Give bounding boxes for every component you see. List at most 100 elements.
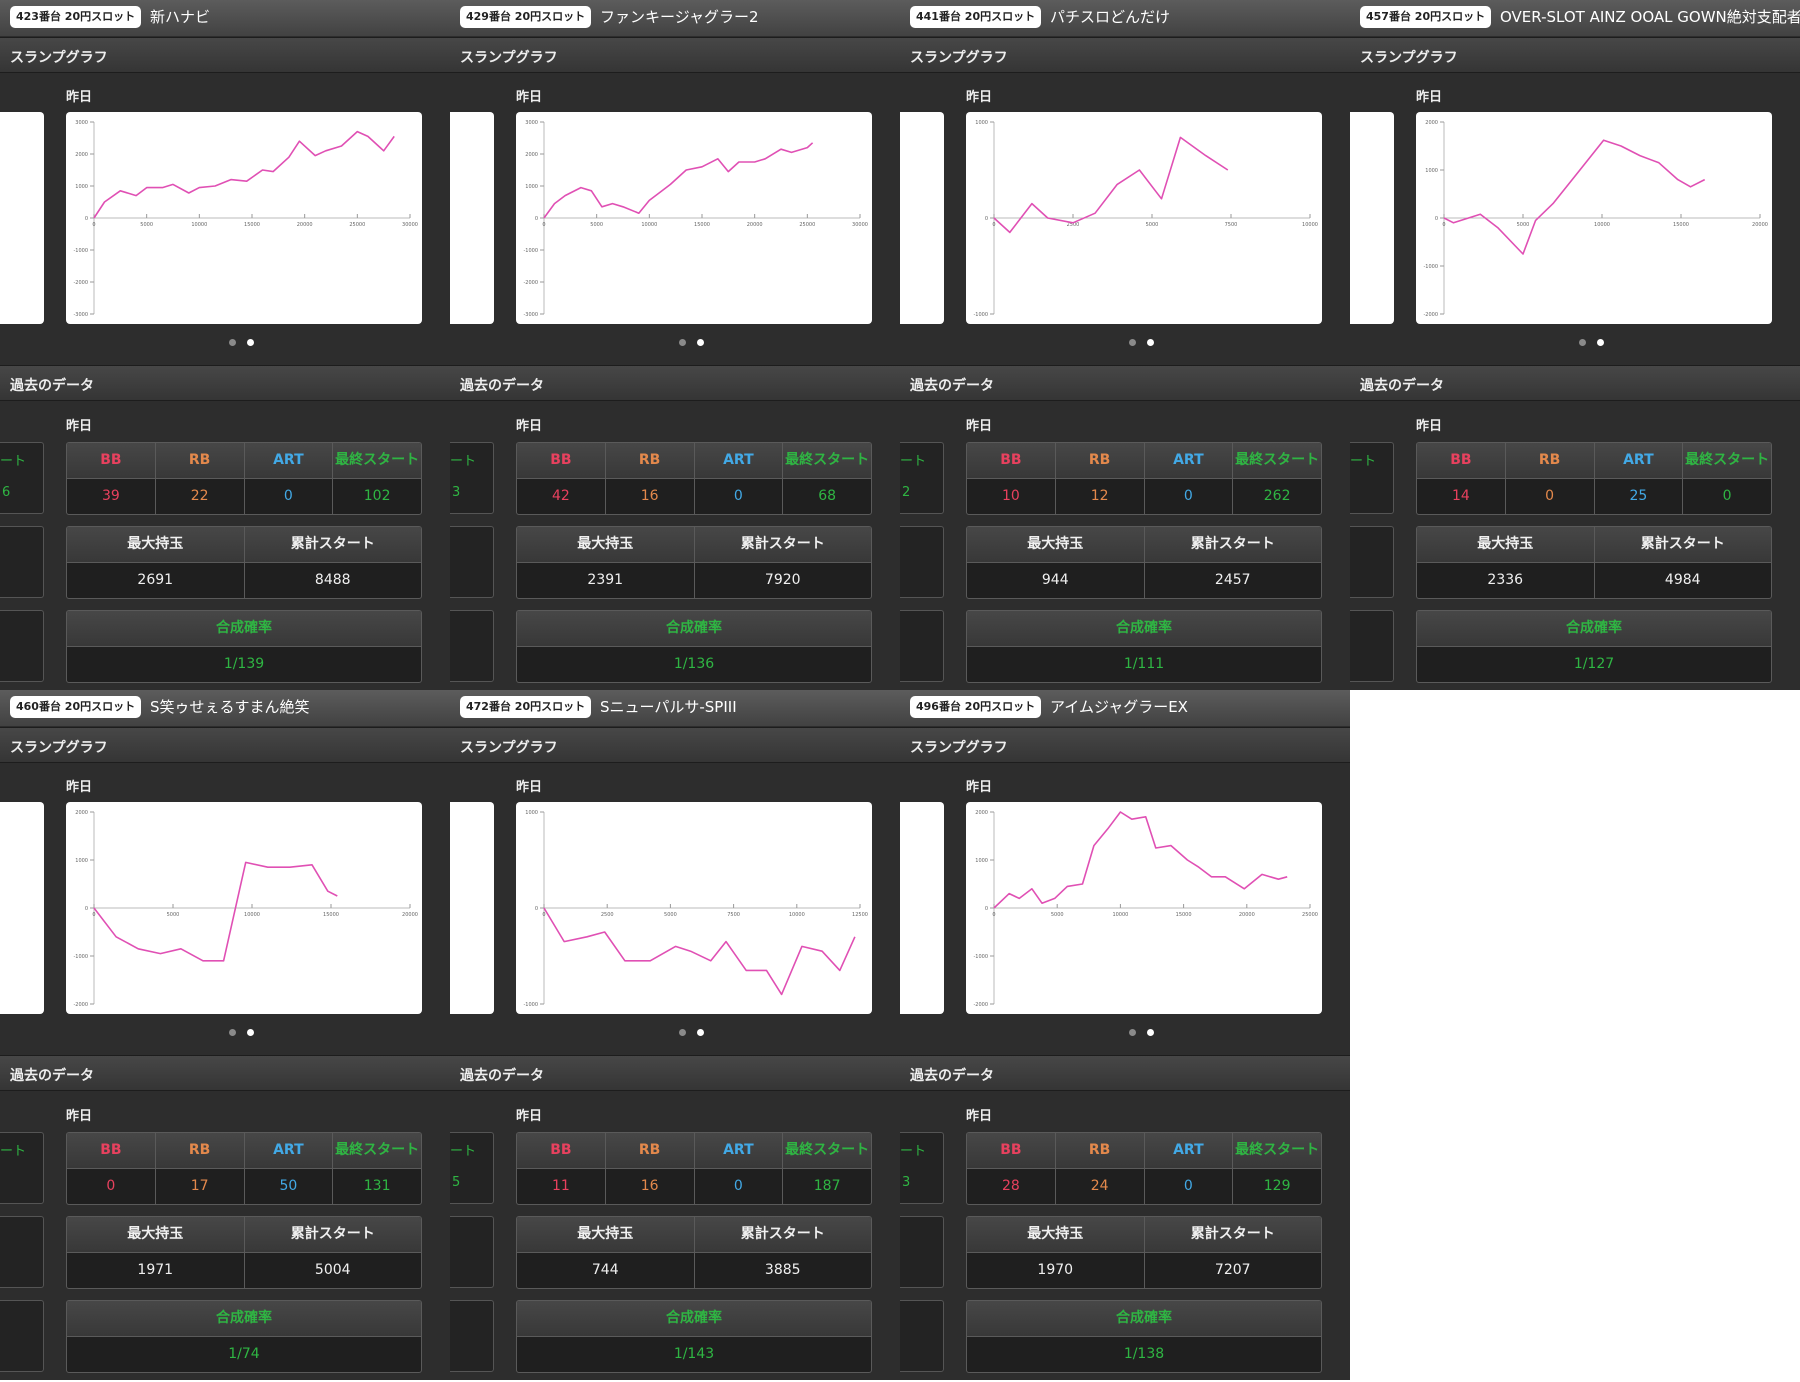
slump-chart[interactable]: 2000 1000 0 -1000 -2000 0 5000 10000 15000 20000: [1416, 112, 1772, 324]
art-header: ART: [1593, 443, 1683, 478]
carousel-dot[interactable]: [679, 339, 686, 346]
previous-table-stub: [450, 610, 494, 682]
slump-chart[interactable]: 3000 2000 1000 0 -1000 -2000 -3000 0 5000 10000 15…: [66, 112, 422, 324]
carousel-dot[interactable]: [1129, 1029, 1136, 1036]
y-tick-label: 1000: [1425, 168, 1438, 174]
y-tick-label: 2000: [75, 152, 88, 158]
carousel-dot[interactable]: [229, 1029, 236, 1036]
slump-chart[interactable]: 2000 1000 0 -1000 -2000 0 5000 10000 15000 20000: [66, 802, 422, 1014]
totals-table: 最大持玉 累計スタート 2391 7920: [516, 526, 872, 599]
previous-chart-card[interactable]: [0, 802, 44, 1014]
rb-count: 0: [1504, 479, 1594, 514]
table-day-label: 昨日: [966, 1109, 993, 1124]
probability-header: 合成確率: [1116, 620, 1172, 636]
unit-badge: 429番台 20円スロット: [460, 6, 592, 28]
x-tick-label: 10000: [1112, 912, 1128, 918]
art-count: 0: [1143, 1169, 1233, 1204]
carousel-dot[interactable]: [679, 1029, 686, 1036]
slump-chart[interactable]: 3000 2000 1000 0 -1000 -2000 -3000 0 5000 10000 15…: [516, 112, 872, 324]
previous-chart-card[interactable]: [450, 802, 494, 1014]
carousel-dot-active[interactable]: [247, 339, 254, 346]
bonus-table-header: BB RB ART 最終スタート: [67, 443, 421, 478]
machine-name: アイムジャグラーEX: [1050, 698, 1188, 716]
total-start-value: 7207: [1143, 1253, 1322, 1288]
art-count: 0: [1143, 479, 1233, 514]
past-data-header: 過去のデータ: [1350, 365, 1800, 401]
bb-header: BB: [1000, 452, 1022, 468]
carousel-dot-active[interactable]: [1147, 339, 1154, 346]
bb-header: BB: [550, 1142, 572, 1158]
rb-header: RB: [154, 443, 244, 478]
x-tick-label: 5000: [1051, 912, 1064, 918]
slump-line-series: [93, 130, 395, 219]
probability-header: 合成確率: [216, 1310, 272, 1326]
y-tick-label: 1000: [525, 810, 538, 816]
slump-line-series: [993, 811, 1288, 909]
carousel-dot[interactable]: [1579, 339, 1586, 346]
totals-table-values: 2691 8488: [67, 562, 421, 598]
probability-header-row: 合成確率: [67, 1301, 421, 1336]
y-tick-label: 2000: [975, 810, 988, 816]
carousel-dots: [1350, 339, 1800, 351]
x-tick-label: 10000: [244, 912, 260, 918]
stub-last-start-label: ート: [450, 1144, 477, 1159]
max-balls-header: 最大持玉: [1477, 536, 1534, 552]
y-tick-label: 1000: [75, 184, 88, 190]
rb-count: 16: [604, 1169, 694, 1204]
slump-graph-title: スランプグラフ: [460, 740, 558, 756]
probability-value: 1/138: [1123, 1346, 1165, 1362]
previous-chart-card[interactable]: [450, 112, 494, 324]
y-tick-label: -1000: [1423, 264, 1438, 270]
slump-line-series: [543, 142, 814, 219]
carousel-dot[interactable]: [1129, 339, 1136, 346]
max-balls-header: 最大持玉: [127, 1226, 184, 1242]
carousel-dot-active[interactable]: [247, 1029, 254, 1036]
previous-chart-card[interactable]: [900, 802, 944, 1014]
y-tick-label: -1000: [73, 248, 88, 254]
max-balls-header: 最大持玉: [577, 1226, 634, 1242]
y-tick-label: 1000: [75, 858, 88, 864]
past-data-header: 過去のデータ: [0, 365, 450, 401]
total-start-value: 4984: [1593, 563, 1772, 598]
probability-value-row: 1/139: [67, 646, 421, 682]
probability-value-row: 1/127: [1417, 646, 1771, 682]
y-tick-label: 0: [85, 906, 88, 912]
past-data-header: 過去のデータ: [0, 1055, 450, 1091]
stub-last-start-value: 6: [2, 485, 11, 500]
total-start-header: 累計スタート: [693, 527, 872, 562]
machine-name: S笑ゥせぇるすまん絶笑: [150, 698, 310, 716]
probability-header: 合成確率: [216, 620, 272, 636]
total-start-header: 累計スタート: [1143, 527, 1322, 562]
last-start-header: 最終スタート: [782, 1133, 871, 1168]
max-balls-header: 最大持玉: [1027, 536, 1084, 552]
slump-graph-title: スランプグラフ: [460, 50, 558, 66]
slump-chart[interactable]: 2000 1000 0 -1000 -2000 0 5000 10000 15000 20000 2…: [966, 802, 1322, 1014]
previous-chart-card[interactable]: [1350, 112, 1394, 324]
slump-chart[interactable]: 1000 0 -1000 0 2500 5000 7500 10000: [966, 112, 1322, 324]
total-start-header: 累計スタート: [243, 1217, 422, 1252]
carousel-dot[interactable]: [229, 339, 236, 346]
slump-chart[interactable]: 1000 0 -1000 0 2500 5000 7500 10000 12500: [516, 802, 872, 1014]
art-header: ART: [693, 443, 783, 478]
carousel-dot-active[interactable]: [697, 1029, 704, 1036]
previous-chart-card[interactable]: [900, 112, 944, 324]
max-balls-value: 944: [1041, 572, 1069, 588]
past-data-title: 過去のデータ: [10, 1068, 94, 1084]
total-start-header: 累計スタート: [243, 527, 422, 562]
previous-table-stub: [450, 442, 494, 514]
carousel-dot-active[interactable]: [1147, 1029, 1154, 1036]
carousel-dot-active[interactable]: [697, 339, 704, 346]
past-data-header: 過去のデータ: [450, 365, 900, 401]
slump-graph-header: スランプグラフ: [900, 727, 1350, 763]
previous-table-stub: [900, 526, 944, 598]
x-tick-label: 5000: [140, 222, 153, 228]
previous-chart-card[interactable]: [0, 112, 44, 324]
bb-count: 11: [551, 1178, 570, 1194]
x-tick-label: 25000: [349, 222, 365, 228]
carousel-dot-active[interactable]: [1597, 339, 1604, 346]
past-data-header: 過去のデータ: [450, 1055, 900, 1091]
x-tick-label: 0: [1442, 222, 1445, 228]
rb-header: RB: [154, 1133, 244, 1168]
totals-table-values: 2336 4984: [1417, 562, 1771, 598]
x-tick-label: 0: [92, 912, 95, 918]
